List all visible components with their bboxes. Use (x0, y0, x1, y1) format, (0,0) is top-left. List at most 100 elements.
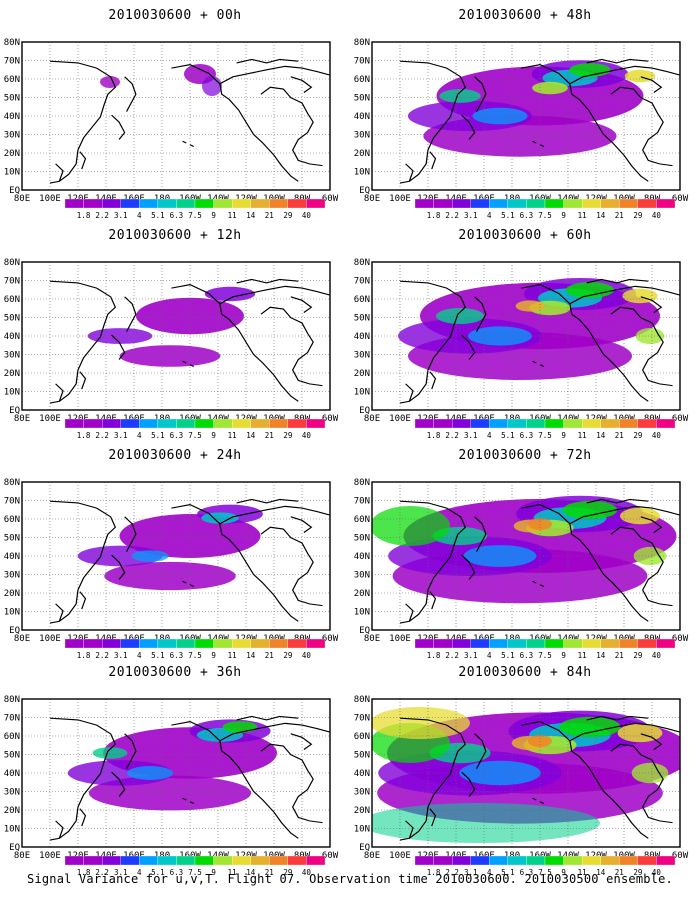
lon-tick-label: 100E (39, 414, 61, 424)
lon-tick-label: 80E (364, 851, 380, 861)
colorbar-swatch (526, 856, 546, 866)
colorbar-swatch (101, 419, 121, 429)
colorbar-label: 11 (228, 651, 237, 660)
colorbar-swatch (619, 639, 639, 649)
lat-tick-label: 60N (354, 75, 370, 85)
lat-tick-label: EQ (359, 843, 370, 853)
figure-caption: Signal Variance for u,v,T. Flight 07. Ob… (27, 872, 673, 886)
colorbar-swatch (269, 199, 289, 209)
lat-tick-label: 60N (4, 515, 20, 525)
colorbar-label: 2.2 (95, 868, 109, 877)
colorbar-swatch (157, 856, 177, 866)
colorbar-label: 7.5 (188, 651, 202, 660)
colorbar-swatch (414, 199, 434, 209)
colorbar-label: 6.3 (170, 211, 184, 220)
colorbar: 1.8 2.2 3.1 4 5.1 6.3 7.5 9 11 14 21 29 40 (414, 856, 676, 877)
colorbar-swatch (139, 419, 159, 429)
colorbar-label: 9 (561, 651, 566, 660)
colorbar-swatch (637, 419, 657, 429)
colorbar-swatch (600, 639, 620, 649)
colorbar-label: 14 (596, 651, 606, 660)
lat-tick-label: 40N (4, 332, 20, 342)
lat-tick-label: 10N (4, 825, 20, 835)
colorbar-label: 21 (265, 431, 274, 440)
colorbar-swatch (306, 419, 326, 429)
colorbar-swatch (600, 199, 620, 209)
colorbar-label: 40 (302, 868, 312, 877)
colorbar-label: 6.3 (520, 431, 534, 440)
colorbar-swatch (451, 199, 471, 209)
colorbar-swatch (64, 419, 84, 429)
colorbar-swatch (656, 419, 676, 429)
colorbar-swatch (581, 419, 601, 429)
colorbar-label: 4 (487, 651, 492, 660)
lat-tick-label: 70N (4, 714, 20, 724)
colorbar-swatch (83, 639, 103, 649)
colorbar-swatch (619, 419, 639, 429)
colorbar-swatch (581, 639, 601, 649)
colorbar-swatch (101, 639, 121, 649)
lat-tick-label: 80N (4, 478, 20, 488)
colorbar-swatch (120, 856, 140, 866)
colorbar-swatch (139, 856, 159, 866)
panel-title: 2010030600 + 36h (108, 665, 242, 680)
colorbar-swatch (287, 199, 307, 209)
colorbar-label: 3.1 (114, 651, 128, 660)
colorbar-label: 29 (633, 651, 642, 660)
lat-tick-label: 60N (354, 732, 370, 742)
lon-tick-label: 60W (322, 851, 339, 861)
lon-tick-label: 100E (389, 414, 411, 424)
colorbar-swatch (176, 419, 196, 429)
colorbar-swatch (637, 639, 657, 649)
colorbar-label: 14 (246, 868, 256, 877)
colorbar-label: 29 (633, 868, 642, 877)
colorbar-label: 14 (596, 431, 606, 440)
colorbar-label: 2.2 (95, 431, 109, 440)
colorbar-label: 3.1 (114, 868, 128, 877)
colorbar-swatch (637, 199, 657, 209)
colorbar-label: 40 (652, 868, 662, 877)
colorbar-label: 14 (246, 211, 256, 220)
lat-tick-label: 80N (4, 38, 20, 48)
lat-tick-label: 50N (4, 751, 20, 761)
colorbar-swatch (414, 419, 434, 429)
lon-tick-label: 100E (389, 851, 411, 861)
colorbar-label: 4 (487, 211, 492, 220)
colorbar-swatch (176, 199, 196, 209)
colorbar-swatch (619, 199, 639, 209)
colorbar-swatch (526, 199, 546, 209)
colorbar-swatch (563, 199, 583, 209)
colorbar-label: 21 (265, 651, 274, 660)
colorbar-label: 14 (596, 211, 606, 220)
lat-tick-label: 80N (354, 38, 370, 48)
colorbar-label: 9 (561, 211, 566, 220)
colorbar-swatch (194, 856, 214, 866)
colorbar-label: 3.1 (114, 431, 128, 440)
colorbar-swatch (470, 199, 490, 209)
lat-tick-label: 70N (4, 277, 20, 287)
lat-tick-label: EQ (9, 626, 20, 636)
lon-tick-label: 100E (389, 634, 411, 644)
colorbar-label: 14 (246, 431, 256, 440)
colorbar-label: 1.8 (77, 211, 91, 220)
lon-tick-label: 60W (322, 194, 339, 204)
lat-tick-label: 20N (4, 806, 20, 816)
colorbar-label: 5.1 (501, 651, 515, 660)
lat-tick-label: 40N (354, 332, 370, 342)
colorbar-swatch (231, 199, 251, 209)
colorbar-label: 9 (561, 431, 566, 440)
colorbar-swatch (213, 639, 233, 649)
colorbar-label: 5.1 (151, 211, 165, 220)
lon-tick-label: 80E (364, 634, 380, 644)
colorbar: 1.8 2.2 3.1 4 5.1 6.3 7.5 9 11 14 21 29 40 (64, 639, 326, 660)
colorbar-label: 7.5 (538, 868, 552, 877)
colorbar-label: 5.1 (151, 868, 165, 877)
colorbar-swatch (157, 419, 177, 429)
colorbar-label: 29 (633, 211, 642, 220)
lat-tick-label: 40N (4, 769, 20, 779)
lat-tick-label: 70N (4, 57, 20, 67)
colorbar-label: 11 (578, 211, 587, 220)
variance-map: 80N70N60N50N40N30N20N10NEQ80E100E120E140… (354, 695, 689, 861)
map-panel: 2010030600 + 60h 80N 70N 60N 50N 40N 30N 20N 10N… (354, 228, 690, 450)
colorbar-label: 2.2 (445, 431, 459, 440)
